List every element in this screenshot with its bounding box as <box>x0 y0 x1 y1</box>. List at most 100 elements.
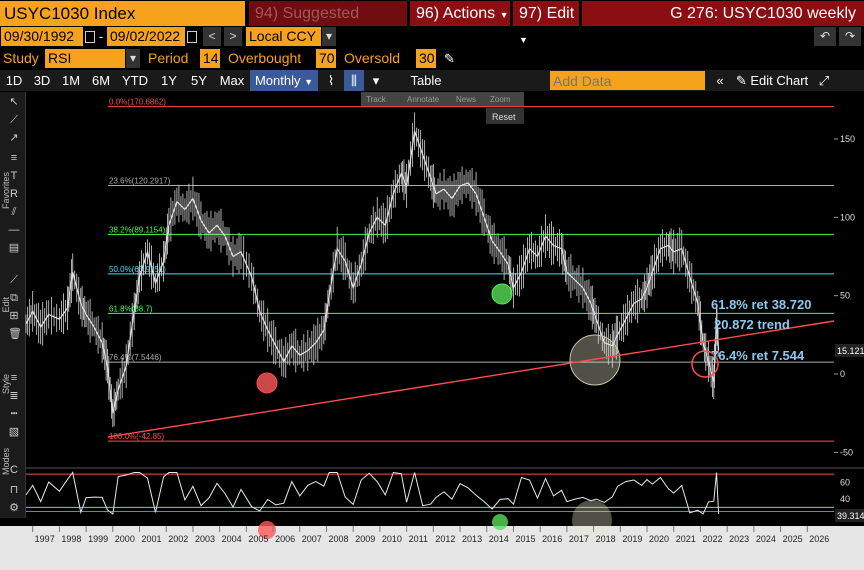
frequency-select[interactable]: Monthly ▼ <box>250 70 318 91</box>
line-style-icon[interactable]: ≡ <box>10 372 18 384</box>
fill-icon[interactable]: ▤ <box>8 242 20 254</box>
mode-c-icon[interactable]: C <box>10 464 18 476</box>
fibonacci-icon[interactable]: ≡ <box>10 152 18 164</box>
period-max-button[interactable]: Max <box>219 73 245 88</box>
period-5y-button[interactable]: 5Y <box>191 73 207 88</box>
x-tick-label-11: 2008 <box>328 534 348 544</box>
last-price-tag <box>835 344 864 357</box>
highlight-circle-2018 <box>569 334 621 386</box>
x-tick-label-18: 2015 <box>515 534 535 544</box>
rsi-circle-2015 <box>492 514 508 530</box>
graph-title: G 276: USYC1030 weekly <box>582 0 864 26</box>
annotate-tool[interactable]: Annotate <box>407 95 440 104</box>
line-chart-icon[interactable]: ⌇ <box>327 73 335 88</box>
calendar-icon[interactable] <box>187 30 197 43</box>
x-tick-label-5: 2002 <box>168 534 188 544</box>
table-button[interactable]: Table <box>410 73 442 88</box>
prev-arrow-icon[interactable]: < <box>203 27 221 46</box>
period-ytd-button[interactable]: YTD <box>122 73 148 88</box>
period-1m-button[interactable]: 1M <box>61 73 81 88</box>
bar-chart-icon[interactable]: ⫼ <box>344 70 364 91</box>
end-date-field[interactable]: 09/02/2022 <box>107 27 185 46</box>
add-data-input[interactable] <box>550 71 705 90</box>
date-separator: - <box>98 29 104 44</box>
y-tick-label-0: -50 <box>840 447 853 457</box>
x-tick-label-28: 2025 <box>783 534 803 544</box>
currency-select[interactable]: Local CCY <box>246 27 321 46</box>
caret-down-icon: ▼ <box>519 34 528 45</box>
chevron-down-icon[interactable]: ▾ <box>322 27 336 46</box>
period-label: Period <box>148 50 189 66</box>
calendar-icon[interactable] <box>85 30 95 43</box>
header-bar: USYC1030 Index 94) Suggested Charts 96) … <box>0 0 864 47</box>
actions-menu[interactable]: 96) Actions ▼ <box>410 0 510 26</box>
study-select[interactable]: RSI <box>45 49 125 68</box>
pattern-icon[interactable]: ▧ <box>8 426 20 438</box>
start-date-field[interactable]: 09/30/1992 <box>1 27 83 46</box>
x-tick-label-15: 2012 <box>435 534 455 544</box>
period-6m-button[interactable]: 6M <box>91 73 111 88</box>
undo-icon[interactable]: ↶ <box>814 27 836 46</box>
study-label: Study <box>3 50 39 66</box>
x-tick-label-23: 2020 <box>649 534 669 544</box>
period-3d-button[interactable]: 3D <box>33 73 51 88</box>
redo-icon[interactable]: ↷ <box>839 27 861 46</box>
copy-icon[interactable]: ⧉ <box>10 292 18 304</box>
trendline[interactable] <box>107 320 835 438</box>
double-chevron-left-icon[interactable]: « <box>716 73 724 88</box>
x-tick-label-8: 2005 <box>248 534 268 544</box>
rsi-circle-2006 <box>258 521 276 539</box>
delete-icon[interactable]: 🗑 <box>8 328 22 340</box>
x-tick-label-1: 1998 <box>61 534 81 544</box>
edit-chart-button[interactable]: ✎ Edit Chart <box>730 70 814 91</box>
edit-menu[interactable]: 97) Edit ▼ <box>513 0 579 45</box>
dash-icon[interactable]: ┅ <box>10 408 18 420</box>
last-rsi-tag <box>835 509 864 522</box>
expand-icon[interactable]: ⤢ <box>818 73 830 88</box>
overbought-field[interactable]: 70 <box>316 49 336 68</box>
rsi-tick-label-1: 40 <box>840 494 850 504</box>
text-icon[interactable]: T <box>10 170 18 182</box>
x-tick-label-19: 2016 <box>542 534 562 544</box>
x-tick-label-25: 2022 <box>702 534 722 544</box>
trendline-icon[interactable]: ⟋ <box>10 114 18 126</box>
reset-button[interactable]: Reset <box>492 112 516 122</box>
zoom-tool[interactable]: Zoom <box>490 95 511 104</box>
chevron-down-icon[interactable]: ▾ <box>372 73 380 88</box>
menu-label: Actions <box>442 4 496 22</box>
chevron-down-icon[interactable]: ▾ <box>126 49 140 68</box>
highlight-circle-2022 <box>691 350 719 378</box>
arrow-icon[interactable]: ↗ <box>9 132 19 144</box>
last-rsi-label: 39.3146 <box>837 511 864 521</box>
pencil-icon[interactable]: ✎ <box>444 50 455 66</box>
x-tick-label-14: 2011 <box>409 534 428 544</box>
period-1d-button[interactable]: 1D <box>5 73 23 88</box>
y-tick-label-3: 100 <box>840 212 855 222</box>
price-chart[interactable]: 0.0%(170.6862) 23.6%(120.2917) 38.2%(89.11… <box>0 92 864 570</box>
study-bar: Study RSI ▾ Period 14 Overbought 70 Over… <box>0 48 864 69</box>
x-tick-label-24: 2021 <box>676 534 696 544</box>
line-width-icon[interactable]: ≣ <box>9 390 19 402</box>
suggested-charts-menu[interactable]: 94) Suggested Charts <box>249 0 407 47</box>
hline-icon[interactable]: — <box>8 224 20 236</box>
ticker-field[interactable]: USYC1030 Index <box>0 0 245 26</box>
x-tick-label-17: 2014 <box>489 534 509 544</box>
channel-icon[interactable]: ⫽ <box>11 206 17 218</box>
last-price-label: 15.1217 <box>837 346 864 356</box>
chart-icon[interactable]: ⊞ <box>9 310 19 322</box>
period-1y-button[interactable]: 1Y <box>161 73 177 88</box>
cursor-icon[interactable]: ↖ <box>9 96 19 108</box>
rectangle-icon[interactable]: R <box>10 188 18 200</box>
draw-icon[interactable]: ⟋ <box>10 274 18 286</box>
track-tool[interactable]: Track <box>366 95 387 104</box>
magnet-icon[interactable]: ⊓ <box>9 484 19 496</box>
rsi-plot-area <box>26 468 834 526</box>
oversold-field[interactable]: 30 <box>416 49 436 68</box>
settings-icon[interactable]: ⚙ <box>9 502 19 514</box>
fib-label-6: 100.0%(-42.85) <box>109 432 164 441</box>
next-arrow-icon[interactable]: > <box>224 27 242 46</box>
period-field[interactable]: 14 <box>200 49 220 68</box>
news-tool[interactable]: News <box>456 95 476 104</box>
edit-chart-label: Edit Chart <box>750 73 809 88</box>
x-tick-label-12: 2009 <box>355 534 375 544</box>
